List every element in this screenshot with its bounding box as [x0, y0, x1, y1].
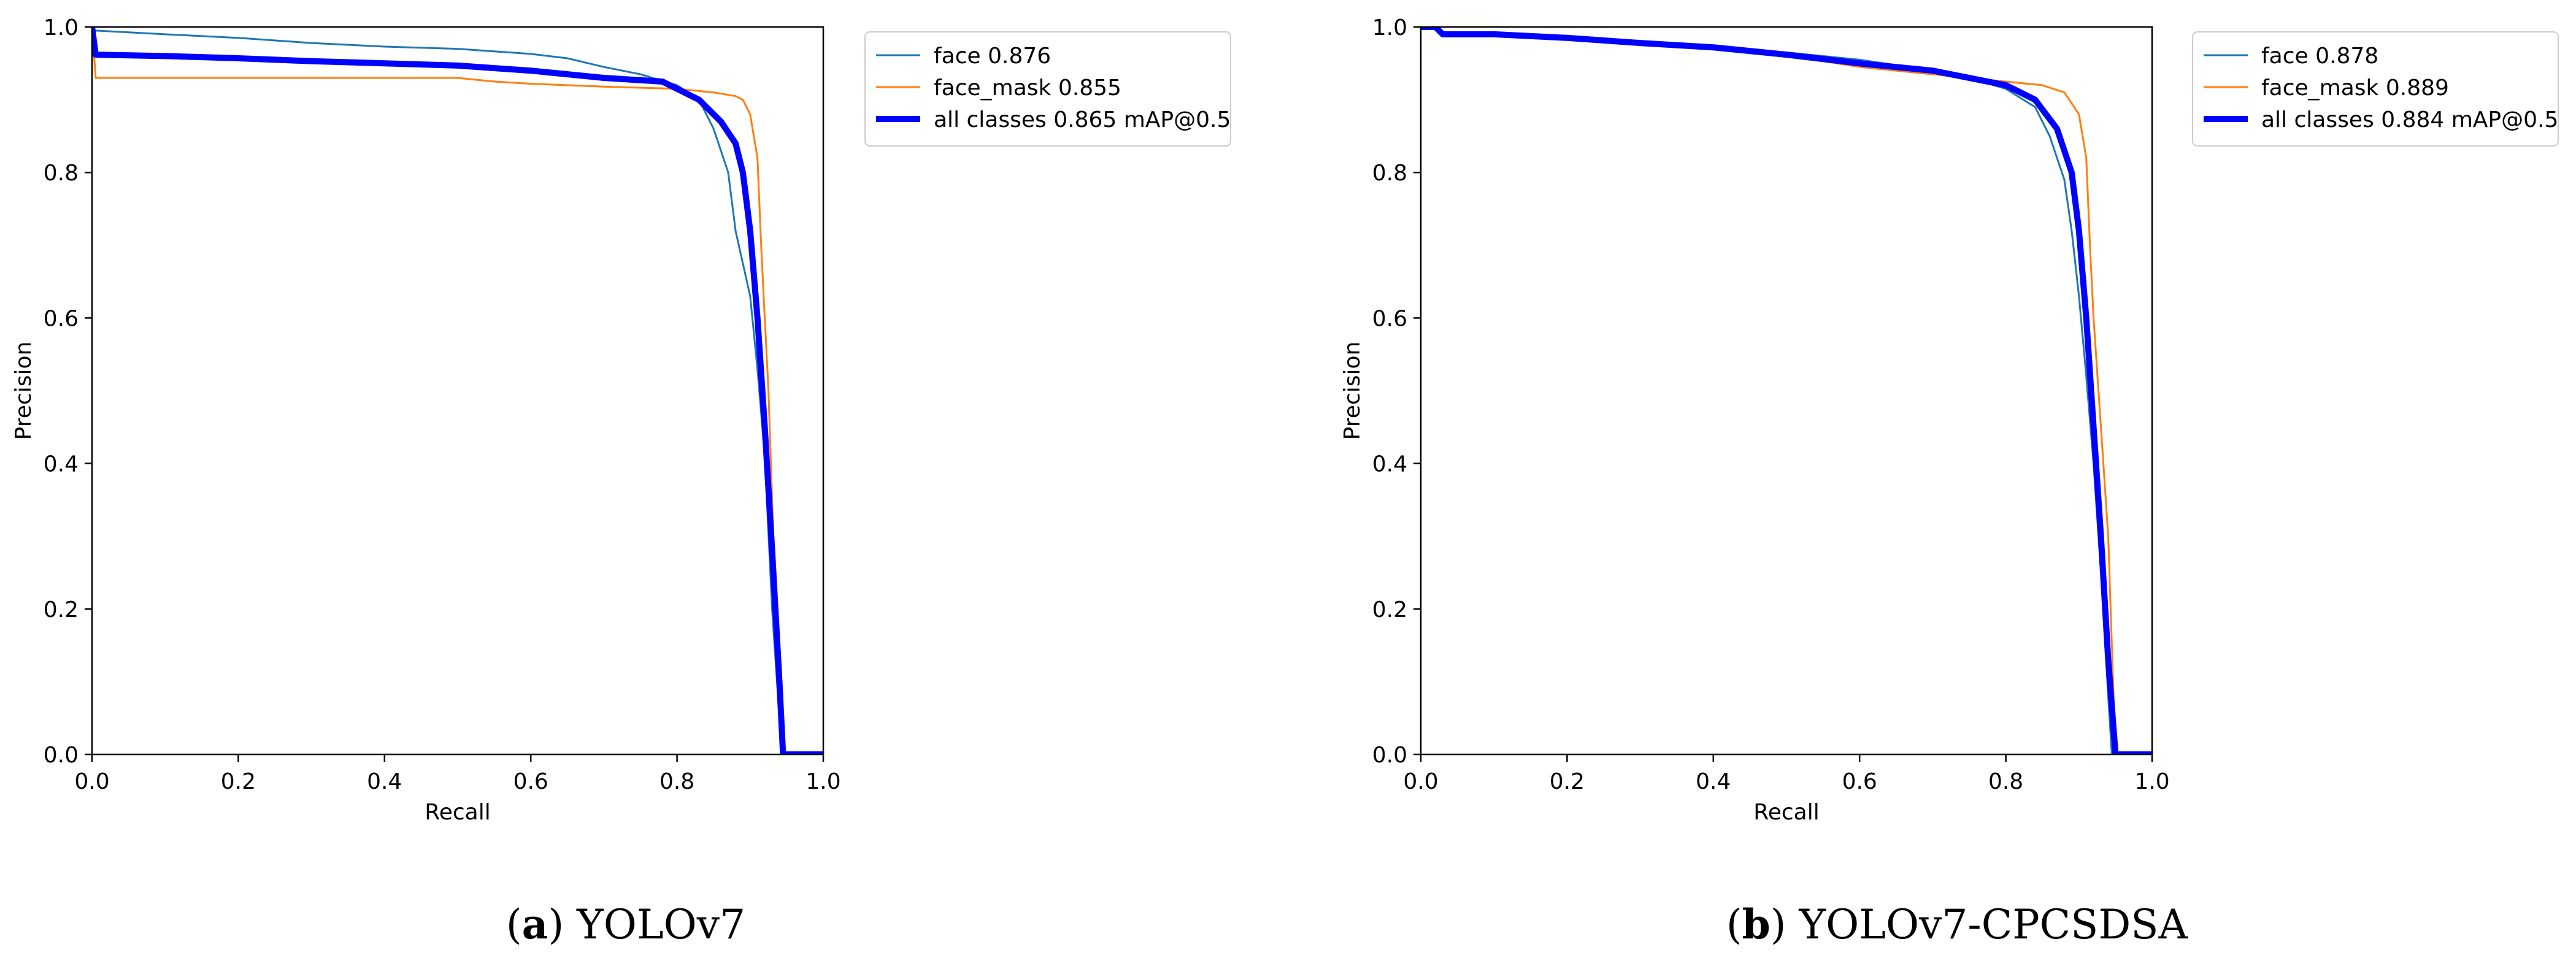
panel-caption: (a) YOLOv7 [506, 900, 745, 948]
y-axis-label: Precision [11, 342, 36, 440]
y-tick-label: 0.4 [44, 452, 79, 477]
legend: face 0.876 face_mask 0.855 all classes 0.8… [864, 31, 1231, 147]
legend-box [864, 31, 1231, 147]
y-tick-label: 0.6 [1372, 306, 1407, 331]
x-tick-label: 1.0 [805, 769, 840, 794]
x-tick-label: 0.6 [1842, 769, 1877, 794]
y-tick-label: 1.0 [44, 15, 79, 40]
x-tick-label: 0.8 [1988, 769, 2023, 794]
x-axis-label: Recall [1753, 800, 1819, 825]
legend: face 0.878 face_mask 0.889 all classes 0.8… [2192, 31, 2559, 147]
legend-entry: face_mask 0.855 [934, 75, 1121, 101]
series-group [92, 27, 823, 754]
x-axis-label: Recall [425, 800, 490, 825]
y-tick-label: 0.8 [1372, 161, 1407, 186]
x-tick-label: 0.4 [367, 769, 402, 794]
y-tick-label: 1.0 [1372, 15, 1407, 40]
x-tick-label: 0.2 [221, 769, 256, 794]
legend-entry: face 0.876 [934, 44, 1051, 69]
charts-container: 0.0 0.2 0.4 0.6 0.8 1.0 0.0 0.2 0.4 0.6 0.8 1.0 Reca… [11, 15, 2559, 948]
plot-frame [91, 26, 825, 756]
y-tick-label: 0.2 [44, 597, 79, 623]
y-tick-label: 0.0 [44, 743, 79, 768]
legend-entry: face_mask 0.889 [2261, 75, 2449, 101]
x-tick-label: 0.0 [74, 769, 109, 794]
x-tick-label: 0.0 [1403, 769, 1438, 794]
y-tick-label: 0.0 [1372, 743, 1407, 768]
panel-caption: (b) YOLOv7-CPCSDSA [1726, 900, 2189, 948]
x-tick-label: 0.6 [513, 769, 548, 794]
x-tick-label: 0.2 [1550, 769, 1585, 794]
chart-panel-1: 0.0 0.2 0.4 0.6 0.8 1.0 0.0 0.2 0.4 0.6 0.8 1.0 Reca… [11, 15, 1231, 948]
y-tick-label: 0.8 [44, 161, 79, 186]
plot-frame [1420, 26, 2153, 756]
x-tick-label: 1.0 [2134, 769, 2169, 794]
y-tick-label: 0.2 [1372, 597, 1407, 623]
series-group [1421, 27, 2152, 754]
series-line-all [92, 27, 823, 754]
x-tick-label: 0.4 [1696, 769, 1731, 794]
x-tick-label: 0.8 [659, 769, 694, 794]
y-axis-label: Precision [1340, 342, 1365, 440]
y-tick-label: 0.4 [1372, 452, 1407, 477]
legend-box [2192, 31, 2559, 147]
y-tick-label: 0.6 [44, 306, 79, 331]
legend-entry: all classes 0.884 mAP@0.5 [2261, 107, 2558, 132]
series-line-all [1421, 27, 2152, 754]
chart-panel-2: 0.0 0.2 0.4 0.6 0.8 1.0 0.0 0.2 0.4 0.6 0.8 1.0 Reca… [1340, 15, 2559, 948]
legend-entry: all classes 0.865 mAP@0.5 [934, 107, 1231, 132]
legend-entry: face 0.878 [2261, 44, 2378, 69]
